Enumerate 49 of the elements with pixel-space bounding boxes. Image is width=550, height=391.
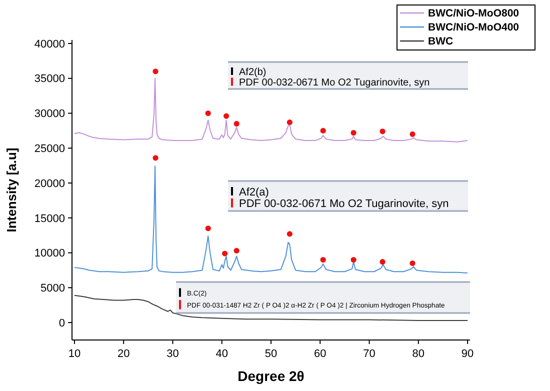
y-tick-label: 10000: [34, 248, 65, 260]
point: [205, 226, 211, 232]
x-tick-label: 80: [412, 348, 425, 360]
y-tick-label: 35000: [34, 73, 65, 86]
point: [205, 110, 211, 116]
point: [222, 250, 228, 256]
y-tick-label: 20000: [34, 178, 65, 190]
x-tick-label: 50: [264, 348, 278, 360]
point: [380, 128, 386, 134]
label-box: Af2(a) PDF 00-032-0671 Mo O2 Tugarinovite, syn: [227, 180, 469, 212]
y-tick-label: 40000: [34, 38, 65, 50]
legend-label: BWC: [428, 36, 454, 48]
y-axis-title: Intensity [a.u]: [4, 148, 19, 232]
annotation: PDF 00-032-0671 Mo O2 Tugarinovite, syn: [239, 198, 449, 210]
y-tick-label: 25000: [34, 142, 65, 155]
line-series: [74, 78, 468, 142]
point: [286, 231, 292, 237]
point: [286, 120, 292, 126]
annotation: PDF 00-032-0671 Mo O2 Tugarinovite, syn: [239, 77, 430, 88]
x-tick-label: 10: [68, 348, 81, 360]
point: [410, 260, 416, 266]
x-tick-label: 30: [166, 348, 179, 360]
y-tick-label: 30000: [34, 108, 65, 120]
annotation: Af2(a): [239, 186, 269, 199]
point: [223, 113, 230, 119]
x-tick-label: 20: [117, 348, 130, 360]
point: [380, 259, 386, 265]
point: [410, 131, 416, 137]
point: [350, 130, 356, 136]
x-tick-label: 60: [314, 348, 326, 360]
x-tick-label: 70: [363, 348, 376, 360]
label-box: Af2(b) PDF 00-032-0671 Mo O2 Tugarinovite, syn: [227, 61, 469, 90]
legend-label: BWC/NiO-MoO800: [428, 8, 520, 20]
point: [152, 68, 158, 74]
x-tick-label: 90: [461, 348, 474, 360]
point: [320, 256, 326, 263]
y-tick-label: 0: [58, 317, 65, 330]
point: [350, 256, 356, 263]
y-tick-label: 15000: [34, 212, 65, 225]
legend-label: BWC/NiO-MoO400: [428, 22, 520, 34]
point: [234, 120, 240, 127]
point: [320, 128, 326, 134]
annotation: Af2(b): [239, 67, 266, 78]
line-series: [74, 166, 468, 274]
x-tick-label: 40: [216, 348, 228, 360]
point: [152, 155, 158, 161]
y-tick-label: 5000: [40, 282, 65, 295]
x-axis-title: Degree 2θ: [238, 368, 304, 384]
point: [234, 248, 240, 254]
